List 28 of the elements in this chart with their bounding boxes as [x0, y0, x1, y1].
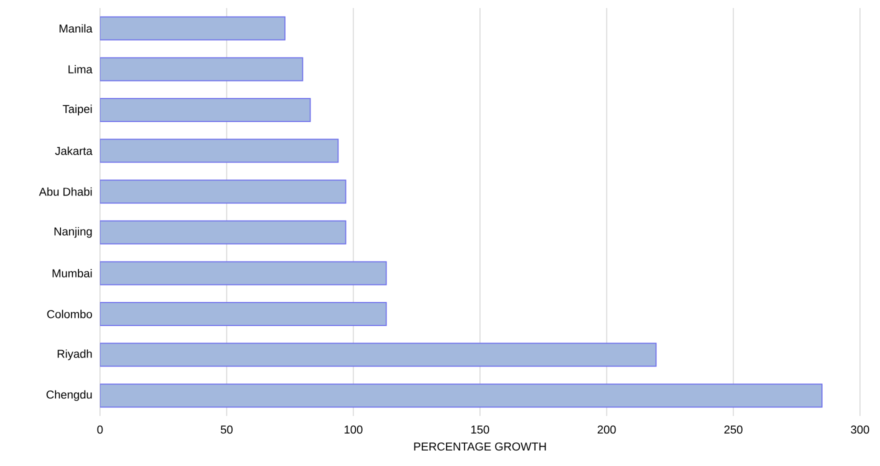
y-tick-label: Manila: [60, 24, 92, 33]
bar: [100, 261, 387, 286]
y-tick-label: Colombo: [47, 310, 92, 318]
y-tick-label: Nanjing: [54, 227, 92, 238]
bar: [100, 16, 286, 40]
x-axis-title: PERCENTAGE GROWTH: [414, 442, 546, 451]
x-tick-label: 50: [220, 426, 233, 434]
x-tick-label: 100: [344, 426, 362, 434]
bar: [100, 302, 387, 326]
bar: [100, 342, 657, 367]
x-tick-label: 200: [598, 426, 616, 434]
y-tick-label: Taipei: [62, 104, 92, 116]
x-tick-label: 250: [724, 426, 742, 434]
bar: [100, 220, 346, 244]
bar: [100, 180, 346, 204]
x-tick-label: 150: [471, 426, 490, 434]
y-tick-label: Riyadh: [58, 349, 92, 360]
bar: [100, 98, 311, 122]
x-tick-label: 300: [850, 426, 870, 434]
y-tick-label: Lima: [68, 64, 92, 74]
x-tick-label: 0: [97, 426, 103, 434]
y-tick-label: Mumbai: [52, 268, 92, 278]
y-tick-label: Chengdu: [46, 390, 92, 401]
y-tick-label: Abu Dhabi: [38, 187, 92, 196]
y-tick-label: Jakarta: [55, 146, 92, 155]
bar: [100, 384, 823, 408]
bar: [100, 57, 304, 82]
bar: [100, 138, 339, 163]
